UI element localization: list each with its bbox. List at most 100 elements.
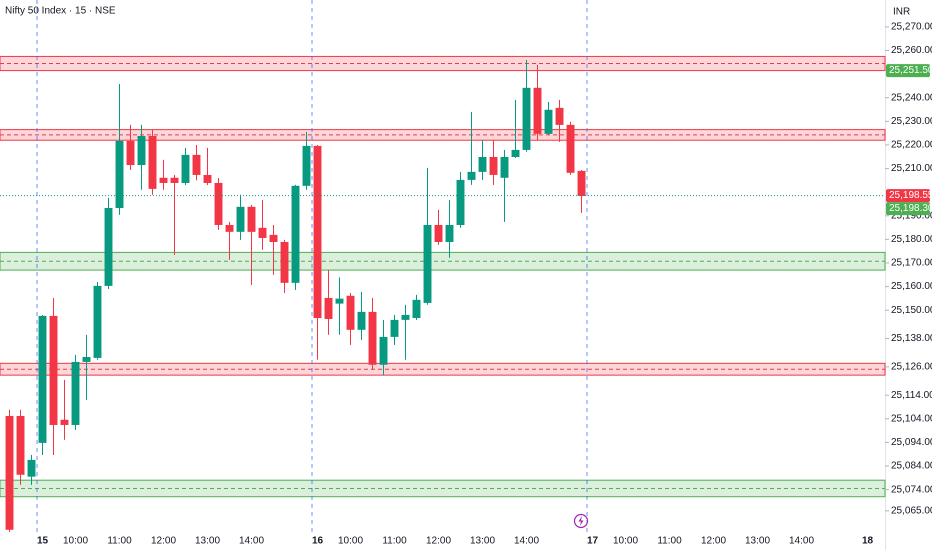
y-tick-label: 25,220.00 xyxy=(891,140,932,151)
candle-body xyxy=(148,135,157,189)
candle-body xyxy=(170,177,179,183)
chart-title: Nifty 50 Index · 15 · NSE xyxy=(5,6,116,17)
price-label-box xyxy=(886,189,930,203)
icon-bolt xyxy=(578,516,584,526)
y-tick-label: 25,104.00 xyxy=(891,413,932,424)
candle-body xyxy=(38,315,47,443)
candle-body xyxy=(126,140,135,166)
x-tick-label: 12:00 xyxy=(426,536,451,547)
candle-body xyxy=(412,299,421,319)
currency-label: INR xyxy=(893,7,910,18)
candle-body xyxy=(478,156,487,172)
candle-body xyxy=(434,224,443,242)
candle-body xyxy=(423,224,432,303)
x-tick-label: 11:00 xyxy=(657,536,682,547)
candle-body xyxy=(104,207,113,286)
candle-body xyxy=(368,311,377,365)
candle-body xyxy=(203,174,212,183)
day-separators xyxy=(36,0,588,535)
y-tick-label: 25,190.00 xyxy=(891,210,932,221)
candle-body xyxy=(335,298,344,304)
candle-body xyxy=(313,145,322,319)
candle-body xyxy=(577,170,586,196)
candle-body xyxy=(82,356,91,362)
candle-body xyxy=(511,149,520,157)
x-tick-label: 12:00 xyxy=(701,536,726,547)
candle-body xyxy=(445,224,454,242)
x-tick-label: 13:00 xyxy=(745,536,770,547)
y-tick-label: 25,065.00 xyxy=(891,506,932,517)
candle-body xyxy=(192,154,201,175)
zones xyxy=(0,55,886,498)
candle-body xyxy=(214,182,223,225)
candle-body xyxy=(489,156,498,175)
candle-body xyxy=(93,285,102,358)
candle-body xyxy=(390,319,399,337)
x-tick-label: 13:00 xyxy=(195,536,220,547)
candle-body xyxy=(401,314,410,320)
y-tick-label: 25,270.00 xyxy=(891,22,932,33)
icon-circle xyxy=(573,513,589,529)
candle-body xyxy=(71,361,80,425)
candle-body xyxy=(544,109,553,134)
candle-body xyxy=(533,87,542,134)
x-tick-label: 14:00 xyxy=(514,536,539,547)
candle-body xyxy=(566,124,575,173)
x-tick-label: 15 xyxy=(37,536,49,547)
axes: 15 10:00 11:00 12:00 13:00 14:00 16 10:00 11:00 1… xyxy=(0,22,932,547)
candle-body xyxy=(456,179,465,225)
x-tick-label: 16 xyxy=(312,536,324,547)
x-tick-label: 18 xyxy=(862,536,874,547)
x-tick-label: 11:00 xyxy=(107,536,132,547)
candle-body xyxy=(302,145,311,186)
candle-body xyxy=(137,135,146,166)
lightning-icon xyxy=(573,513,589,529)
y-tick-label: 25,074.00 xyxy=(891,484,932,495)
candle-body xyxy=(467,171,476,180)
x-tick-label: 14:00 xyxy=(239,536,264,547)
y-tick-label: 25,180.00 xyxy=(891,234,932,245)
y-tick-label: 25,210.00 xyxy=(891,163,932,174)
x-tick-label: 13:00 xyxy=(470,536,495,547)
candle-body xyxy=(324,297,333,319)
y-tick-label: 25,126.00 xyxy=(891,362,932,373)
candle-body xyxy=(27,459,36,477)
candles xyxy=(5,59,586,532)
x-tick-label: 10:00 xyxy=(613,536,638,547)
candle-body xyxy=(115,140,124,208)
y-tick-label: 25,114.00 xyxy=(891,390,932,401)
candle-body xyxy=(5,415,14,530)
x-tick-label: 14:00 xyxy=(789,536,814,547)
y-tick-label: 25,170.00 xyxy=(891,258,932,269)
y-tick-label: 25,084.00 xyxy=(891,461,932,472)
price-label: 25,251.50 xyxy=(889,65,932,76)
candle-body xyxy=(555,107,564,125)
y-tick-label: 25,160.00 xyxy=(891,281,932,292)
candle-body xyxy=(280,241,289,283)
candle-body xyxy=(522,87,531,150)
candle-body xyxy=(500,156,509,178)
price-label: 25,198.30 xyxy=(889,203,932,214)
candle-body xyxy=(159,177,168,183)
candle-body xyxy=(291,185,300,283)
candle-body xyxy=(236,206,245,232)
x-tick-label: 12:00 xyxy=(151,536,176,547)
candle-body xyxy=(16,415,25,475)
candle-body xyxy=(49,315,58,425)
price-label-box xyxy=(886,64,930,78)
price-label: 25,198.55 xyxy=(889,190,932,201)
y-tick-label: 25,230.00 xyxy=(891,116,932,127)
y-tick-label: 25,138.00 xyxy=(891,333,932,344)
candle-body xyxy=(247,206,256,232)
candle-body xyxy=(346,295,355,330)
candle-body xyxy=(60,419,69,425)
x-tick-label: 10:00 xyxy=(338,536,363,547)
x-tick-label: 11:00 xyxy=(382,536,407,547)
candle-body xyxy=(181,154,190,183)
y-tick-label: 25,260.00 xyxy=(891,45,932,56)
y-tick-label: 25,094.00 xyxy=(891,437,932,448)
candle-body xyxy=(379,336,388,365)
candle-body xyxy=(269,234,278,242)
